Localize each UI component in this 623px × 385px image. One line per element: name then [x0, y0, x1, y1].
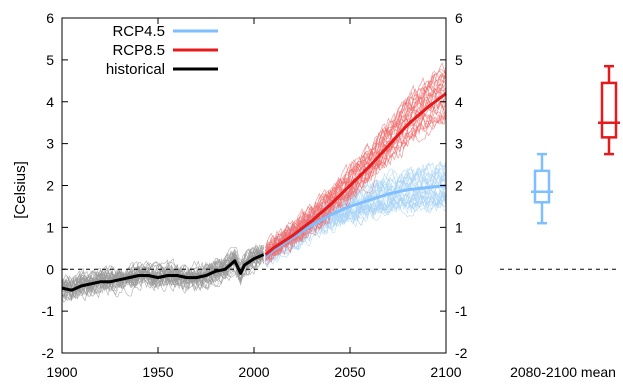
box-iqr — [600, 81, 618, 139]
y-tick-label: 1 — [46, 219, 54, 235]
ensemble-member-historical — [61, 252, 264, 297]
boxplot-layer — [531, 64, 620, 225]
ensemble-member-rcp85 — [265, 62, 447, 259]
y-tick-label-right: 5 — [455, 52, 463, 68]
ensemble-member-rcp85 — [265, 78, 447, 248]
y-tick-label: 2 — [46, 178, 54, 194]
ensemble-spaghetti — [61, 62, 447, 304]
y-tick-label-right: -1 — [455, 303, 468, 319]
y-tick-label: 5 — [46, 52, 54, 68]
ensemble-member-rcp85 — [265, 85, 447, 257]
legend-label: RCP4.5 — [112, 23, 165, 40]
ensemble-member-historical — [61, 244, 264, 288]
ensemble-member-historical — [61, 254, 264, 300]
ensemble-member-rcp85 — [265, 106, 447, 262]
ensemble-member-rcp45 — [265, 193, 447, 261]
boxplot-rcp45 — [531, 152, 553, 225]
x-tick-label: 2050 — [334, 364, 365, 380]
y-tick-label: 6 — [46, 10, 54, 26]
legend-label: RCP8.5 — [112, 42, 165, 59]
x-tick-label: 1900 — [46, 364, 77, 380]
series-line-historical — [61, 253, 265, 292]
ensemble-member-rcp85 — [265, 108, 447, 257]
series-line-rcp45 — [264, 184, 447, 258]
ensemble-member-historical — [61, 252, 264, 301]
y-tick-label-right: -2 — [455, 345, 468, 361]
series-line-rcp85 — [264, 92, 447, 256]
y-tick-label: -2 — [42, 345, 55, 361]
series-layer — [61, 92, 447, 292]
box-iqr — [533, 169, 551, 204]
y-tick-label-right: 0 — [455, 261, 463, 277]
y-tick-label: 4 — [46, 94, 54, 110]
x-tick-label: 1950 — [142, 364, 173, 380]
x-tick-label: 2000 — [238, 364, 269, 380]
y-axis-label: [Celsius] — [12, 161, 29, 219]
x-tick-label: 2100 — [430, 364, 461, 380]
y-tick-label-right: 6 — [455, 10, 463, 26]
ensemble-member-rcp45 — [265, 193, 447, 262]
y-tick-label: 3 — [46, 136, 54, 152]
y-tick-label-right: 1 — [455, 219, 463, 235]
y-tick-label: 0 — [46, 261, 54, 277]
ensemble-member-historical — [61, 251, 264, 300]
y-tick-label-right: 2 — [455, 178, 463, 194]
boxplot-rcp85 — [598, 64, 620, 156]
axes: -2 -2 -1 -1 0 0 1 1 2 2 3 3 4 4 5 5 6 6 1900 1950 2000 2050 21… — [42, 10, 618, 380]
boxplot-label: 2080-2100 mean — [510, 364, 616, 380]
y-tick-label-right: 4 — [455, 94, 463, 110]
ensemble-member-rcp85 — [265, 69, 447, 256]
legend-label: historical — [106, 61, 165, 78]
ensemble-member-rcp85 — [265, 114, 447, 258]
y-tick-label-right: 3 — [455, 136, 463, 152]
legend: RCP4.5 RCP8.5 historical — [106, 23, 218, 78]
y-tick-label: -1 — [42, 303, 55, 319]
